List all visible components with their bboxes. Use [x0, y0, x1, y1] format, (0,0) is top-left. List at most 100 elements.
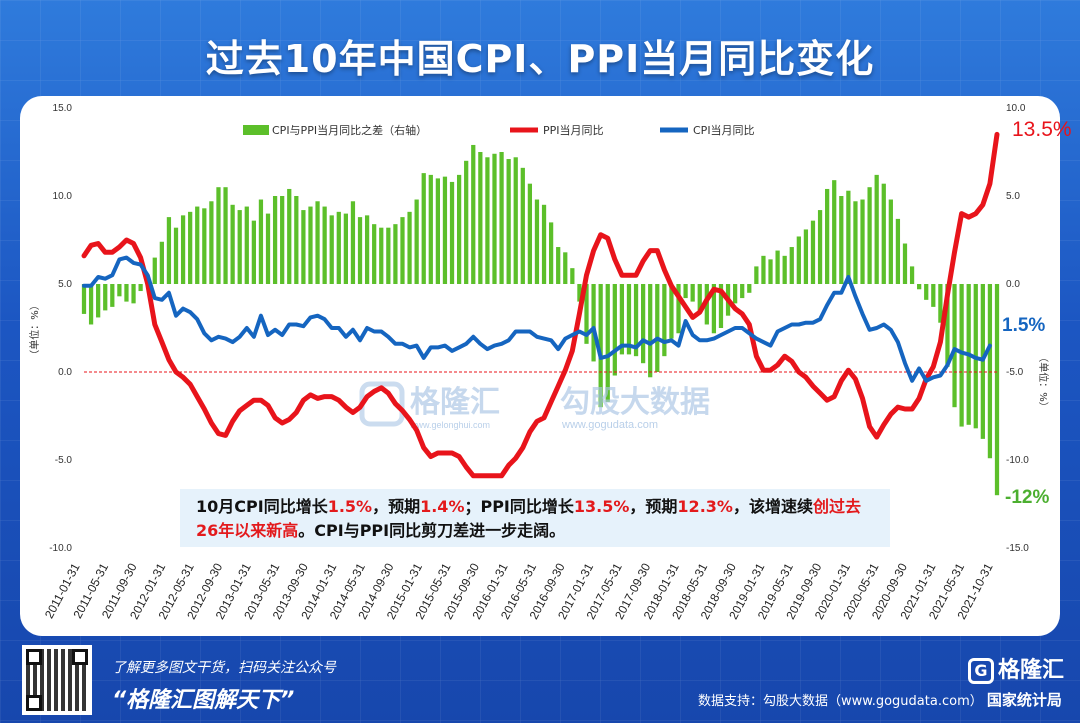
diff-bar [846, 190, 851, 284]
diff-bar [195, 206, 200, 284]
diff-bar [237, 210, 242, 284]
diff-bar [386, 227, 391, 284]
diff-bar [159, 241, 164, 284]
diff-bar [959, 284, 964, 427]
diff-bar [343, 213, 348, 284]
right-axis-label: （单位：%） [1037, 352, 1050, 412]
diff-bar [393, 224, 398, 284]
diff-bar [747, 284, 752, 293]
diff-bar [372, 224, 377, 284]
diff-bar [768, 259, 773, 284]
diff-bar [138, 284, 143, 292]
data-source: 数据支持：勾股大数据（www.gogudata.com） 国家统计局 [698, 689, 1062, 710]
diff-bar [626, 284, 632, 355]
diff-bar [435, 178, 440, 284]
diff-bar [379, 227, 384, 284]
diff-bar [336, 211, 341, 284]
diff-bar [166, 217, 172, 284]
diff-bar [945, 284, 950, 367]
note-text: ；PPI同比增长 [464, 497, 574, 516]
legend-label: CPI当月同比 [693, 123, 755, 137]
qr-corner [26, 649, 42, 665]
logo-text: 格隆汇 [998, 658, 1065, 683]
diff-bar [881, 183, 886, 284]
watermark-data-url: www.gogudata.com [561, 419, 658, 431]
diff-bar [103, 284, 108, 311]
diff-bar [258, 199, 264, 284]
brand-logo: G 格隆汇 [968, 652, 1064, 684]
diff-bar [839, 196, 844, 284]
left-axis-label: （单位：%） [28, 300, 41, 360]
diff-bar [754, 266, 759, 284]
annotation-note: 10月CPI同比增长1.5%，预期1.4%；PPI同比增长13.5%，预期12.… [180, 489, 890, 547]
diff-bar [782, 255, 787, 284]
diff-bar [506, 159, 511, 284]
diff-bar [655, 284, 660, 372]
diff-bar [641, 284, 646, 364]
diff-end-label: -12% [1005, 487, 1049, 508]
diff-bar [230, 204, 235, 284]
note-value: 1.4% [420, 497, 465, 516]
diff-bar [527, 183, 533, 284]
diff-bar [860, 199, 865, 284]
note-value: 12.3% [677, 497, 733, 516]
diff-bar [414, 199, 419, 284]
diff-bar [209, 201, 214, 284]
diff-bar [874, 174, 879, 284]
diff-bar [987, 284, 993, 459]
diff-bar [888, 199, 893, 284]
diff-bar [683, 284, 688, 299]
diff-bar [96, 284, 101, 318]
footer-subscribe-text: 了解更多图文干货，扫码关注公众号 [112, 660, 336, 676]
diff-bar [485, 157, 490, 284]
source-label: 数据支持： [698, 694, 764, 709]
diff-bar [938, 284, 943, 323]
left-axis-tick: 0.0 [58, 367, 72, 378]
note-text: 10月CPI同比增长 [196, 497, 328, 516]
diff-bar [591, 284, 596, 362]
diff-bar [541, 204, 547, 284]
diff-bar [711, 284, 717, 334]
right-axis-tick: -5.0 [1006, 367, 1024, 378]
legend-label: PPI当月同比 [543, 123, 604, 137]
diff-bar [110, 284, 115, 307]
left-axis-tick: 15.0 [53, 103, 73, 114]
note-text: ，预期 [372, 497, 421, 516]
qr-corner [26, 695, 42, 711]
diff-bar [294, 196, 299, 284]
note-value: 1.5% [327, 497, 373, 516]
diff-bar [471, 144, 476, 284]
diff-bar [202, 208, 207, 284]
right-axis-tick: -15.0 [1006, 543, 1029, 554]
right-axis-tick: 0.0 [1006, 279, 1020, 290]
diff-bar [173, 227, 179, 284]
diff-bar [117, 284, 122, 297]
diff-bar [449, 181, 455, 284]
diff-bar [223, 187, 228, 284]
diff-bar [188, 211, 193, 284]
diff-bar [902, 243, 908, 284]
diff-bar [605, 284, 610, 402]
legend-label: CPI与PPI当月同比之差（右轴） [272, 123, 427, 137]
diff-bar [952, 284, 957, 408]
left-axis-tick: -10.0 [49, 543, 72, 554]
ppi-line [81, 131, 1000, 479]
diff-bar [534, 199, 540, 284]
source-agency: 国家统计局 [986, 691, 1062, 709]
logo-icon: G [968, 658, 994, 684]
diff-bar [619, 284, 625, 355]
qr-code[interactable] [22, 645, 92, 715]
diff-bar [556, 247, 561, 284]
diff-bar [633, 284, 639, 357]
note-text: ，预期 [629, 497, 678, 516]
source-text: 勾股大数据（www.gogudata.com） [763, 694, 983, 709]
diff-bar [895, 218, 901, 284]
diff-bar [216, 187, 221, 284]
diff-bar [867, 187, 872, 284]
ppi-end-label: 13.5% [1012, 118, 1072, 141]
diff-bar [563, 252, 568, 284]
right-axis-tick: 5.0 [1006, 191, 1020, 202]
left-axis-tick: -5.0 [55, 455, 73, 466]
diff-bar [322, 206, 327, 284]
diff-bar [570, 268, 575, 284]
